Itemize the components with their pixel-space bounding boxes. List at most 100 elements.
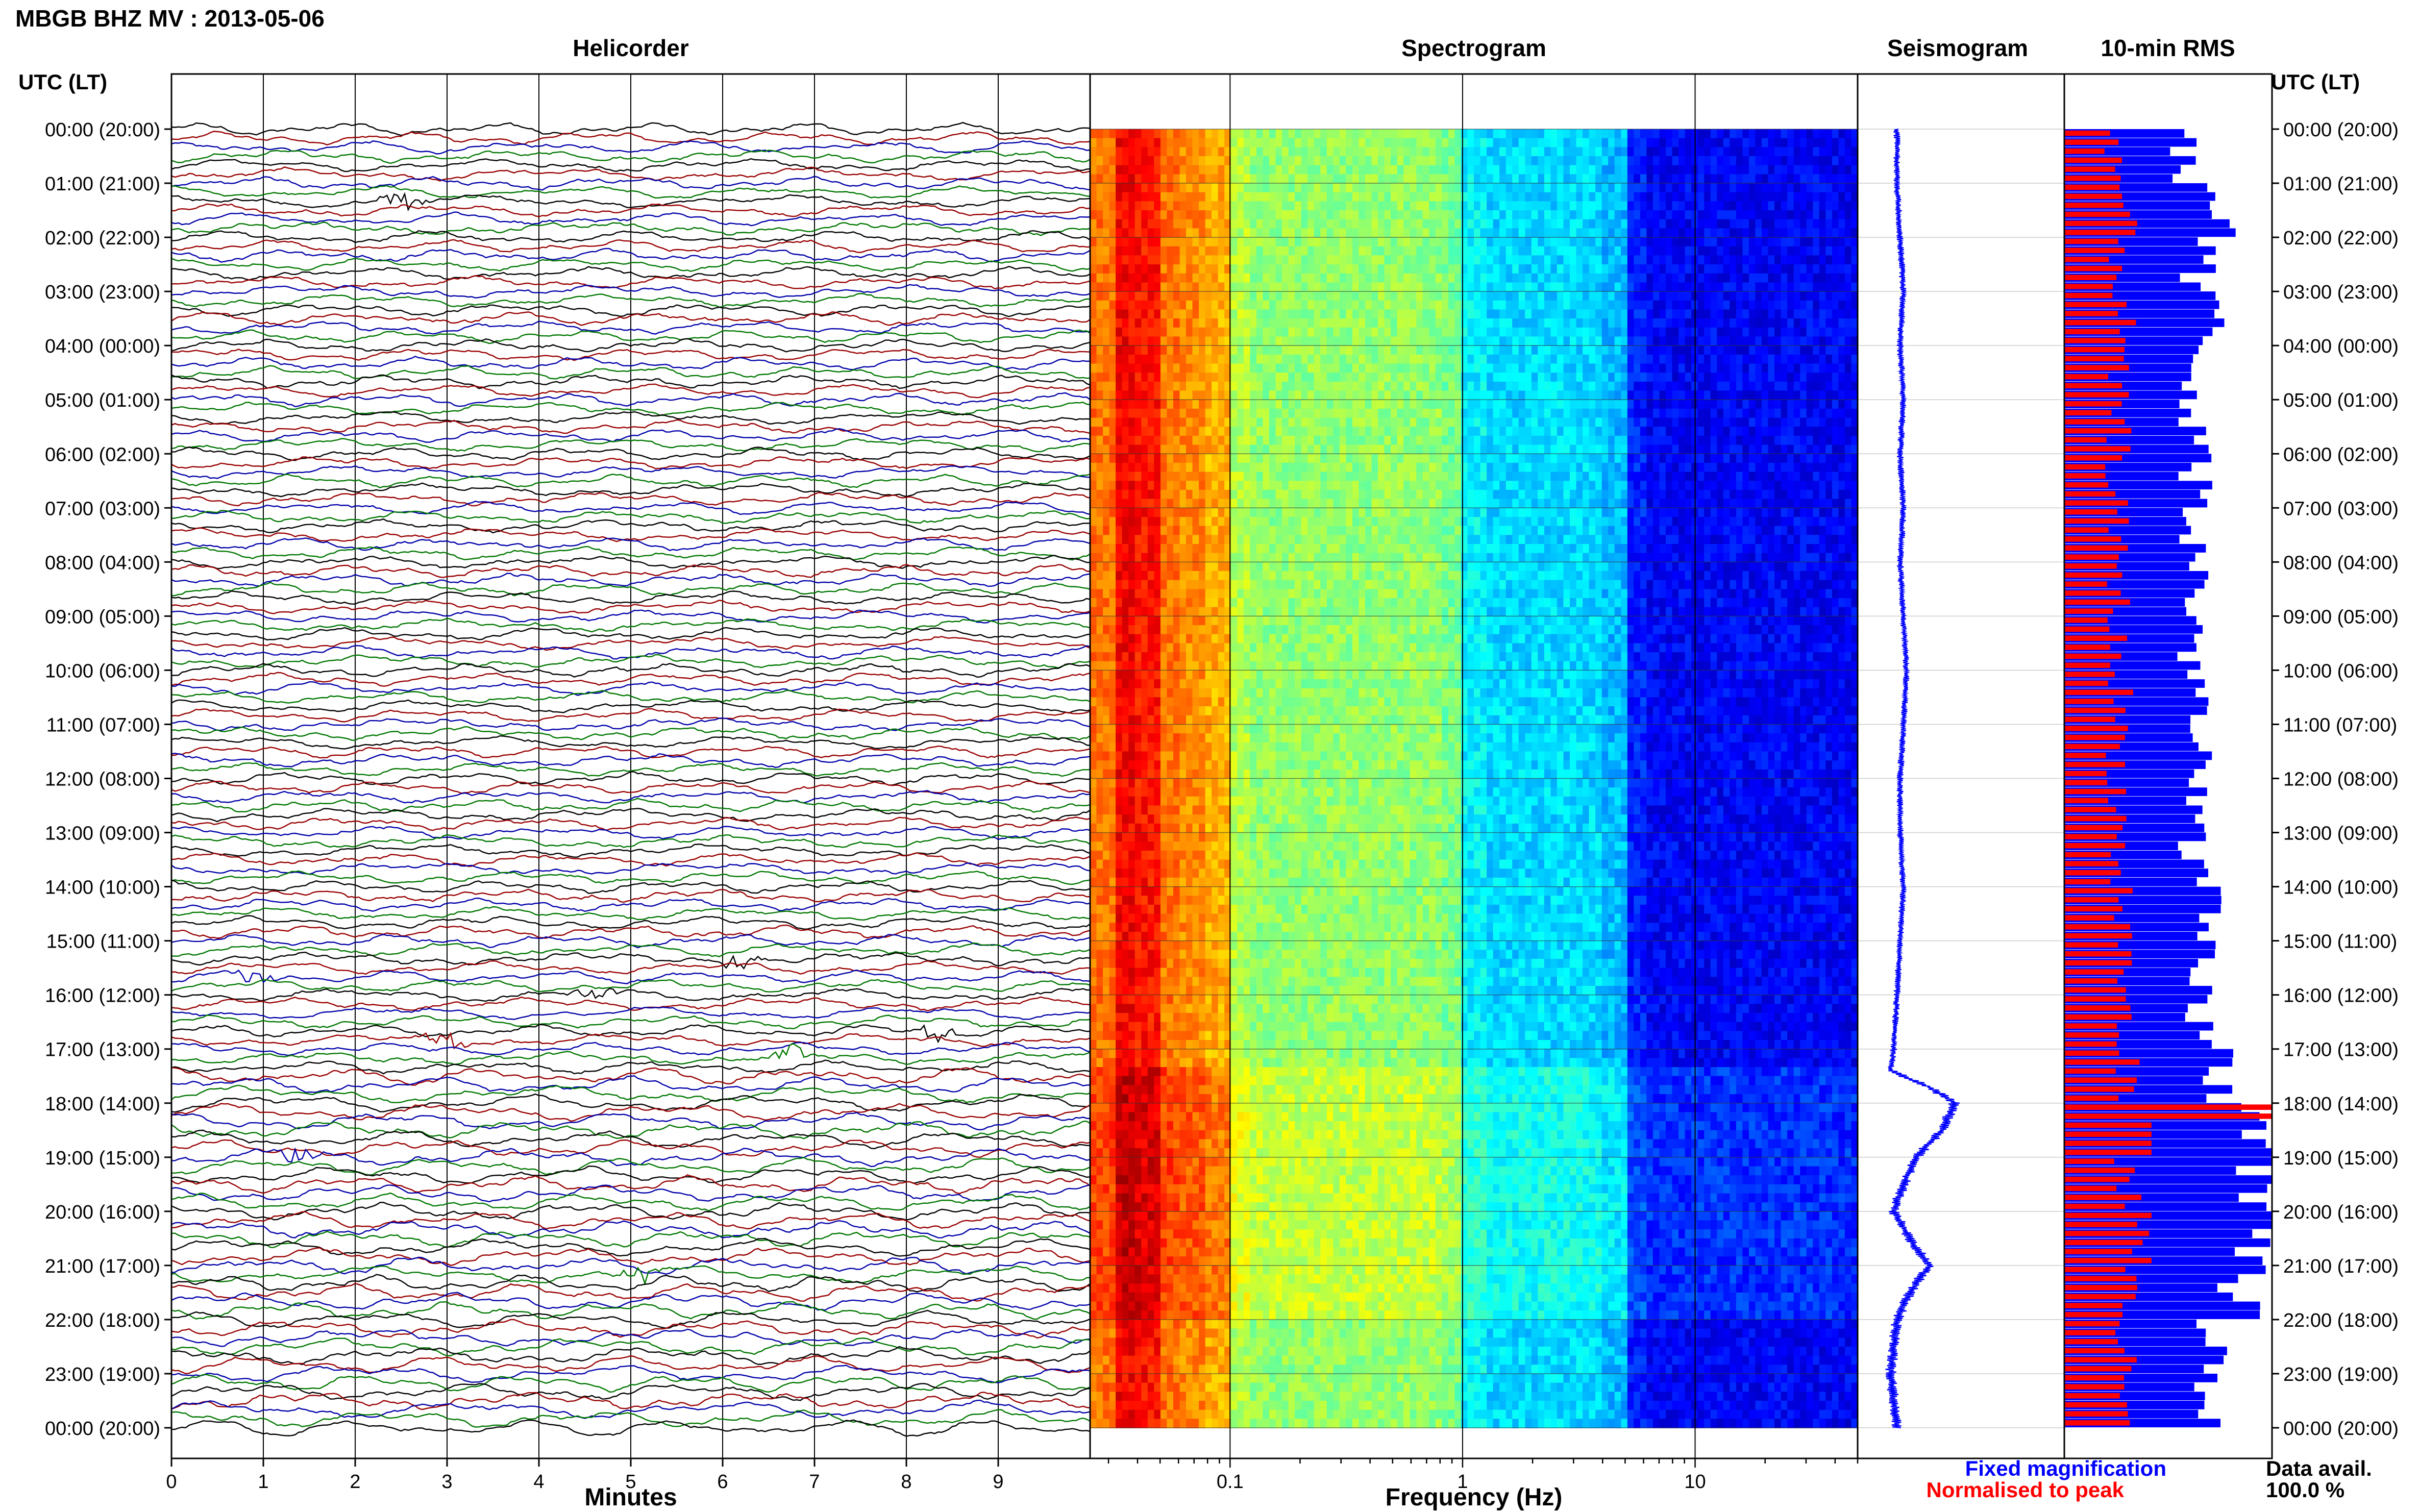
spectrogram-cell xyxy=(1652,345,1660,355)
spectrogram-cell xyxy=(1160,300,1168,310)
spectrogram-cell xyxy=(1717,156,1724,166)
spectrogram-cell xyxy=(1730,390,1737,400)
spectrogram-cell xyxy=(1819,165,1826,175)
spectrogram-cell xyxy=(1467,400,1474,409)
spectrogram-cell xyxy=(1295,192,1302,202)
spectrogram-cell xyxy=(1467,201,1474,211)
spectrogram-cell xyxy=(1307,400,1315,409)
spectrogram-cell xyxy=(1614,246,1621,256)
spectrogram-cell xyxy=(1442,444,1449,455)
spectrogram-cell xyxy=(1326,129,1334,139)
spectrogram-cell xyxy=(1525,354,1532,364)
spectrogram-cell xyxy=(1256,363,1264,373)
spectrogram-cell xyxy=(1333,481,1340,490)
spectrogram-cell xyxy=(1339,327,1347,337)
spectrogram-cell xyxy=(1160,291,1168,301)
helicorder-trace xyxy=(171,265,1091,281)
spectrogram-cell xyxy=(1793,282,1800,292)
spectrogram-cell xyxy=(1307,309,1315,319)
spectrogram-cell xyxy=(1391,427,1398,436)
spectrogram-cell xyxy=(1365,318,1372,328)
spectrogram-cell xyxy=(1819,147,1826,157)
spectrogram-cell xyxy=(1320,228,1327,238)
spectrogram-cell xyxy=(1851,255,1858,265)
spectrogram-cell xyxy=(1806,400,1813,409)
spectrogram-cell xyxy=(1269,273,1276,283)
spectrogram-cell xyxy=(1230,237,1238,247)
spectrogram-cell xyxy=(1793,417,1800,428)
spectrogram-cell xyxy=(1173,246,1180,256)
spectrogram-cell xyxy=(1730,165,1737,175)
spectrogram-cell xyxy=(1134,462,1142,473)
spectrogram-cell xyxy=(1352,417,1360,428)
spectrogram-cell xyxy=(1813,219,1820,229)
spectrogram-cell xyxy=(1320,291,1327,301)
spectrogram-cell xyxy=(1116,363,1123,373)
spectrogram-cell xyxy=(1825,363,1833,373)
spectrogram-cell xyxy=(1384,129,1391,139)
spectrogram-cell xyxy=(1717,454,1724,463)
spectrogram-cell xyxy=(1659,373,1666,382)
spectrogram-cell xyxy=(1781,246,1788,256)
spectrogram-cell xyxy=(1652,427,1660,436)
spectrogram-cell xyxy=(1550,318,1558,328)
spectrogram-cell xyxy=(1282,174,1289,184)
spectrogram-cell xyxy=(1295,309,1302,319)
spectrogram-cell xyxy=(1192,481,1199,490)
spectrogram-cell xyxy=(1422,264,1429,274)
spectrogram-cell xyxy=(1378,462,1385,473)
spectrogram-cell xyxy=(1748,336,1756,346)
spectrogram-cell xyxy=(1583,427,1590,436)
spectrogram-cell xyxy=(1307,462,1315,473)
spectrogram-cell xyxy=(1595,273,1602,283)
spectrogram-cell xyxy=(1595,300,1602,310)
spectrogram-cell xyxy=(1505,462,1513,473)
spectrogram-cell xyxy=(1717,327,1724,337)
spectrogram-cell xyxy=(1320,363,1327,373)
spectrogram-cell xyxy=(1122,400,1129,409)
spectrogram-cell xyxy=(1320,174,1327,184)
spectrogram-cell xyxy=(1346,228,1353,238)
spectrogram-cell xyxy=(1851,300,1858,310)
spectrogram-cell xyxy=(1525,228,1532,238)
spectrogram-cell xyxy=(1410,273,1417,283)
spectrogram-cell xyxy=(1103,147,1110,157)
spectrogram-cell xyxy=(1314,174,1321,184)
spectrogram-cell xyxy=(1825,273,1833,283)
spectrogram-cell xyxy=(1147,237,1155,247)
spectrogram-cell xyxy=(1096,408,1103,418)
spectrogram-cell xyxy=(1512,174,1519,184)
spectrogram-cell xyxy=(1397,390,1404,400)
spectrogram-cell xyxy=(1109,228,1116,238)
spectrogram-cell xyxy=(1621,408,1628,418)
spectrogram-cell xyxy=(1652,381,1660,391)
spectrogram-cell xyxy=(1525,237,1532,247)
spectrogram-cell xyxy=(1787,444,1794,455)
spectrogram-cell xyxy=(1435,481,1443,490)
spectrogram-cell xyxy=(1346,327,1353,337)
spectrogram-cell xyxy=(1819,237,1826,247)
spectrogram-cell xyxy=(1518,417,1525,428)
spectrogram-cell xyxy=(1717,435,1724,445)
spectrogram-cell xyxy=(1288,417,1295,428)
spectrogram-cell xyxy=(1371,427,1378,436)
spectrogram-cell xyxy=(1550,138,1558,148)
spectrogram-cell xyxy=(1474,156,1481,166)
spectrogram-cell xyxy=(1134,282,1142,292)
spectrogram-cell xyxy=(1333,381,1340,391)
spectrogram-cell xyxy=(1838,345,1845,355)
spectrogram-cell xyxy=(1173,336,1180,346)
spectrogram-cell xyxy=(1109,318,1116,328)
spectrogram-cell xyxy=(1512,408,1519,418)
spectrogram-cell xyxy=(1282,183,1289,193)
spectrogram-cell xyxy=(1096,472,1103,482)
helicorder-trace xyxy=(171,942,1091,957)
spectrogram-cell xyxy=(1122,138,1129,148)
spectrogram-cell xyxy=(1672,417,1679,428)
spectrogram-cell xyxy=(1179,390,1187,400)
spectrogram-cell xyxy=(1844,291,1852,301)
spectrogram-cell xyxy=(1825,435,1833,445)
spectrogram-cell xyxy=(1230,255,1238,265)
spectrogram-cell xyxy=(1614,462,1621,473)
spectrogram-cell xyxy=(1160,363,1168,373)
